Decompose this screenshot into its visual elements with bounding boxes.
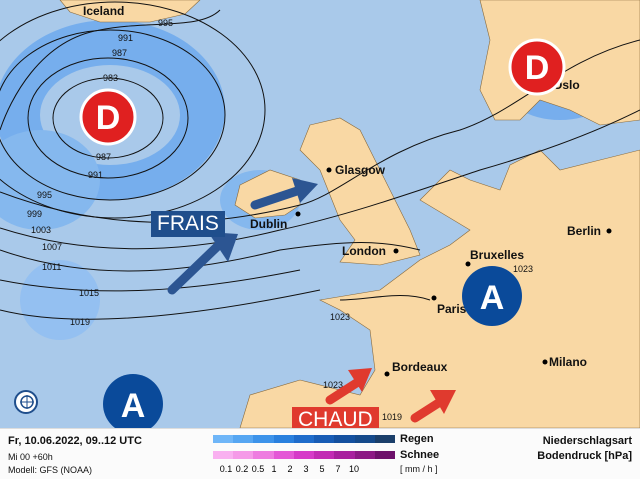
snow-swatch	[213, 451, 234, 459]
forecast-date: Fr, 10.06.2022, 09..12 UTC	[8, 435, 142, 447]
pressure-label: Bodendruck [hPa]	[537, 450, 632, 462]
isobar-label: 1011	[42, 262, 61, 272]
isobar-label: 1019	[70, 317, 90, 327]
isobar-label: 1023	[330, 312, 350, 322]
scale-tick: 7	[335, 464, 341, 474]
isobar-label: 983	[103, 73, 118, 83]
city-dublin: Dublin	[250, 217, 287, 231]
snow-swatch	[334, 451, 355, 459]
model-name: Modell: GFS (NOAA)	[8, 465, 93, 475]
rain-swatch	[354, 435, 375, 443]
isobar-label: 995	[37, 190, 52, 200]
cities: Iceland Glasgow Dublin London Bruxelles …	[83, 4, 612, 377]
snow-swatch	[273, 451, 294, 459]
isobar-label: 1003	[31, 225, 51, 235]
isobar-label: 999	[27, 209, 42, 219]
warm-arrow-icon	[325, 368, 372, 405]
isobar-labels: 995 991 987 983 987 991 995 999 1003 100…	[27, 18, 533, 422]
scale-tick: 2	[287, 464, 293, 474]
rain-swatch	[374, 435, 395, 443]
isobar-label: 995	[158, 18, 173, 28]
warm-arrow-icon	[410, 390, 456, 423]
low-center: D	[79, 88, 137, 146]
isobar-label: 1019	[382, 412, 402, 422]
model-run: Mi 00 +60h	[8, 452, 53, 462]
high-letter: A	[480, 279, 505, 317]
isobar-label: 991	[88, 170, 103, 180]
rain-swatch	[314, 435, 335, 443]
scale-tick: 0.5	[251, 464, 265, 474]
snow-swatch	[374, 451, 395, 459]
cold-arrow-icon	[167, 232, 238, 295]
scale-ticks: 0.1 0.2 0.5 1 2 3 5 7 10	[218, 464, 362, 474]
label-iceland: Iceland	[83, 4, 124, 18]
high-letter: A	[121, 387, 146, 425]
snow-swatch	[314, 451, 335, 459]
rain-swatch	[334, 435, 355, 443]
isobar-label: 987	[96, 152, 111, 162]
scale-tick: 10	[348, 464, 359, 474]
weather-map: 995 991 987 983 987 991 995 999 1003 100…	[0, 0, 640, 428]
rain-swatch	[233, 435, 254, 443]
city-milano: Milano	[549, 355, 587, 369]
cold-arrow-icon	[250, 178, 318, 210]
unit-label: [ mm / h ]	[400, 464, 438, 474]
rain-label: Regen	[400, 433, 434, 445]
scale-tick: 3	[303, 464, 309, 474]
snow-swatch	[233, 451, 254, 459]
isobar-label: 1015	[79, 288, 99, 298]
frais-label: FRAIS	[151, 211, 225, 237]
rain-swatch	[293, 435, 315, 443]
snow-swatch	[253, 451, 274, 459]
snow-scale	[213, 451, 395, 459]
city-paris: Paris	[437, 302, 467, 316]
isobar-label: 1007	[42, 242, 62, 252]
low-letter: D	[525, 49, 550, 87]
high-center: A	[103, 374, 163, 428]
city-bordeaux: Bordeaux	[392, 360, 448, 374]
city-glasgow: Glasgow	[335, 163, 386, 177]
globe-icon[interactable]	[14, 390, 38, 414]
isobar-label: 1023	[513, 264, 533, 274]
snow-swatch	[354, 451, 375, 459]
precip-type-label: Niederschlagsart	[542, 435, 632, 447]
scale-tick: 0.1	[219, 464, 233, 474]
isobar-lines	[0, 1, 640, 320]
rain-swatch	[273, 435, 294, 443]
low-center: D	[508, 38, 566, 96]
snow-label: Schnee	[400, 449, 440, 461]
low-letter: D	[96, 99, 121, 137]
isobar-label: 991	[118, 33, 133, 43]
isobar-label: 1023	[323, 380, 343, 390]
city-london: London	[342, 244, 386, 258]
isobar-label: 987	[112, 48, 127, 58]
city-bruxelles: Bruxelles	[470, 248, 524, 262]
high-center: A	[462, 266, 522, 326]
scale-tick: 0.2	[235, 464, 249, 474]
arrows	[167, 178, 456, 423]
scale-tick: 1	[271, 464, 277, 474]
rain-swatch	[253, 435, 274, 443]
rain-scale	[213, 435, 395, 443]
scale-tick: 5	[319, 464, 325, 474]
snow-swatch	[293, 451, 315, 459]
city-berlin: Berlin	[567, 224, 601, 238]
legend: Fr, 10.06.2022, 09..12 UTC Mi 00 +60h Mo…	[0, 428, 640, 479]
rain-swatch	[213, 435, 234, 443]
